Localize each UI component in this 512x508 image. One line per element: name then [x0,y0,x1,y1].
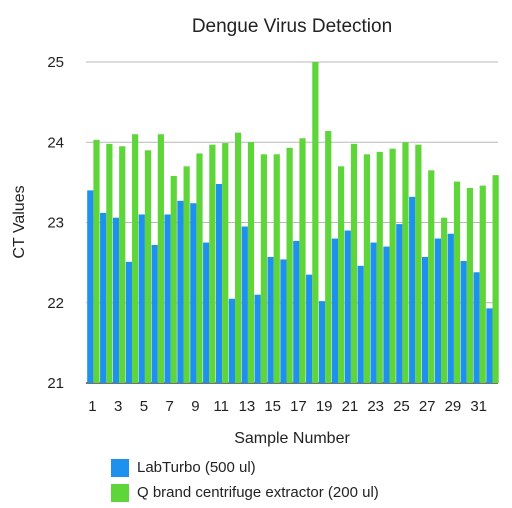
bar-labturbo-sample-5 [138,214,145,383]
bar-q-brand-sample-7 [170,175,177,383]
bar-labturbo-sample-1 [87,190,94,383]
x-tick-label: 3 [114,398,122,415]
x-tick-label: 1 [88,398,96,415]
y-tick-label: 23 [47,215,64,232]
y-tick-label: 25 [47,54,64,71]
x-tick-label: 5 [140,398,148,415]
bar-q-brand-sample-9 [196,153,203,383]
x-tick-label: 17 [290,398,307,415]
x-tick-label: 13 [239,398,256,415]
bar-labturbo-sample-6 [151,244,158,383]
x-tick-label: 19 [316,398,333,415]
bar-labturbo-sample-17 [293,240,300,383]
legend-label-q-brand: Q brand centrifuge extractor (200 ul) [137,484,379,501]
x-tick-label: 9 [191,398,199,415]
bar-q-brand-sample-10 [209,144,216,383]
bar-q-brand-sample-5 [144,150,152,383]
bar-labturbo-sample-26 [409,196,416,383]
legend-item-labturbo: LabTurbo (500 ul) [111,455,379,480]
bar-labturbo-sample-11 [215,183,223,383]
legend-label-labturbo: LabTurbo (500 ul) [137,459,256,476]
bar-labturbo-sample-22 [357,265,364,383]
bar-q-brand-sample-25 [402,142,409,383]
bar-q-brand-sample-22 [363,154,370,383]
bar-q-brand-sample-11 [222,143,229,383]
bar-q-brand-sample-28 [441,217,448,383]
bar-q-brand-sample-29 [453,181,461,383]
y-tick-label: 24 [47,134,64,151]
bar-q-brand-sample-2 [106,143,113,383]
x-tick-label: 15 [264,398,281,415]
bar-q-brand-sample-4 [132,134,139,383]
y-tick-label: 21 [47,375,64,392]
bar-q-brand-sample-30 [466,187,473,383]
bar-labturbo-sample-9 [190,203,197,383]
bar-labturbo-sample-28 [434,238,442,383]
bar-q-brand-sample-17 [299,138,306,383]
bar-labturbo-sample-21 [344,230,351,383]
bar-labturbo-sample-25 [396,224,403,383]
bar-labturbo-sample-15 [267,257,274,383]
bar-q-brand-sample-19 [325,131,332,383]
bar-q-brand-sample-18 [312,62,319,383]
bar-labturbo-sample-32 [486,308,493,383]
y-axis-label: CT Values [11,185,28,258]
x-tick-label: 29 [445,398,462,415]
bar-labturbo-sample-14 [254,294,261,383]
bar-labturbo-sample-8 [177,200,184,383]
bar-labturbo-sample-13 [241,226,248,383]
bar-labturbo-sample-18 [306,274,313,383]
bar-labturbo-sample-29 [447,233,454,383]
x-tick-label: 31 [470,398,487,415]
bar-q-brand-sample-20 [338,166,345,383]
bar-q-brand-sample-21 [350,143,358,383]
bar-q-brand-sample-16 [286,147,293,383]
bar-q-brand-sample-24 [389,148,396,383]
bar-labturbo-sample-19 [318,301,326,383]
legend-swatch-q-brand [111,483,129,502]
bar-labturbo-sample-2 [100,212,107,383]
bar-labturbo-sample-3 [112,217,120,383]
bar-q-brand-sample-1 [93,139,100,383]
y-tick-label: 22 [47,295,64,312]
bars [87,62,499,383]
bar-q-brand-sample-12 [235,132,242,383]
x-tick-label: 11 [213,398,229,415]
bar-q-brand-sample-14 [260,154,267,383]
bar-labturbo-sample-16 [280,259,287,383]
bar-labturbo-sample-4 [125,261,133,383]
bar-q-brand-sample-8 [183,166,190,383]
bar-labturbo-sample-7 [164,214,171,383]
x-tick-label: 23 [367,398,384,415]
bar-q-brand-sample-26 [415,144,422,383]
x-tick-label: 25 [393,398,410,415]
bar-labturbo-sample-12 [228,298,236,383]
bar-q-brand-sample-6 [157,134,164,383]
bar-q-brand-sample-23 [376,151,383,383]
chart-title: Dengue Virus Detection [192,16,392,37]
bar-q-brand-sample-15 [273,154,280,383]
legend-item-q-brand: Q brand centrifuge extractor (200 ul) [111,480,379,505]
bar-q-brand-sample-27 [428,170,435,383]
bar-labturbo-sample-10 [203,242,210,383]
bar-labturbo-sample-30 [460,261,467,383]
y-axis-ticks: 21 22 23 24 25 [47,54,64,392]
legend: LabTurbo (500 ul) Q brand centrifuge ext… [111,455,379,505]
bar-labturbo-sample-31 [473,272,480,383]
legend-swatch-labturbo [111,458,129,477]
bar-labturbo-sample-23 [370,242,377,383]
x-axis-label: Sample Number [234,430,350,447]
bar-labturbo-sample-27 [421,257,429,383]
bar-labturbo-sample-24 [383,246,390,383]
x-tick-label: 21 [342,398,359,415]
bar-q-brand-sample-32 [492,175,499,383]
bar-q-brand-sample-3 [119,146,126,383]
x-tick-label: 7 [166,398,174,415]
bar-q-brand-sample-31 [479,185,486,383]
x-tick-label: 27 [419,398,436,415]
x-axis-ticks: 1 3 5 7 9 11 13 15 17 19 21 23 25 27 29 31 [88,398,487,415]
bar-q-brand-sample-13 [247,142,255,383]
bar-labturbo-sample-20 [331,238,339,383]
